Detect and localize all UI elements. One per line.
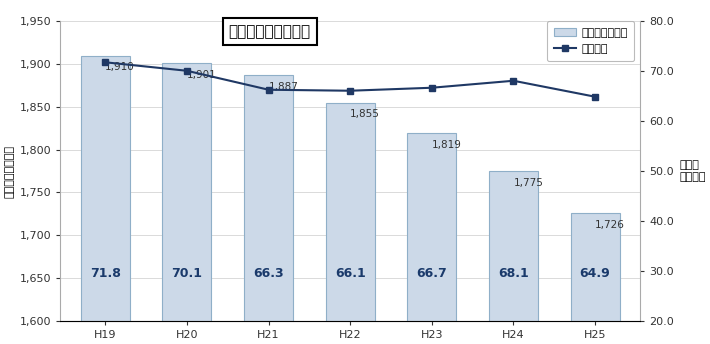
Text: 66.3: 66.3 bbox=[253, 267, 284, 280]
Text: 1,901: 1,901 bbox=[187, 70, 217, 80]
Text: 1,819: 1,819 bbox=[432, 140, 462, 150]
Bar bbox=[163, 63, 212, 344]
Bar bbox=[571, 213, 620, 344]
Text: 68.1: 68.1 bbox=[498, 267, 529, 280]
Text: 66.1: 66.1 bbox=[335, 267, 366, 280]
Bar bbox=[408, 133, 457, 344]
Y-axis label: 起債残高（億円）: 起債残高（億円） bbox=[4, 144, 14, 197]
Text: 企業債残高・繰入金: 企業債残高・繰入金 bbox=[229, 24, 311, 39]
Text: 71.8: 71.8 bbox=[90, 267, 121, 280]
Text: 70.1: 70.1 bbox=[171, 267, 202, 280]
Text: 1,855: 1,855 bbox=[350, 109, 380, 119]
Text: 1,726: 1,726 bbox=[595, 220, 625, 230]
Bar bbox=[489, 171, 538, 344]
Bar bbox=[81, 56, 130, 344]
Text: 66.7: 66.7 bbox=[417, 267, 447, 280]
Bar bbox=[326, 103, 375, 344]
Text: 1,775: 1,775 bbox=[513, 178, 543, 188]
Legend: 一般会計繰入金, 起債残高: 一般会計繰入金, 起債残高 bbox=[547, 21, 635, 61]
Bar bbox=[244, 75, 293, 344]
Y-axis label: 繰入金
（億円）: 繰入金 （億円） bbox=[679, 160, 706, 182]
Text: 1,910: 1,910 bbox=[105, 62, 135, 73]
Text: 64.9: 64.9 bbox=[580, 267, 611, 280]
Text: 1,887: 1,887 bbox=[268, 82, 298, 92]
